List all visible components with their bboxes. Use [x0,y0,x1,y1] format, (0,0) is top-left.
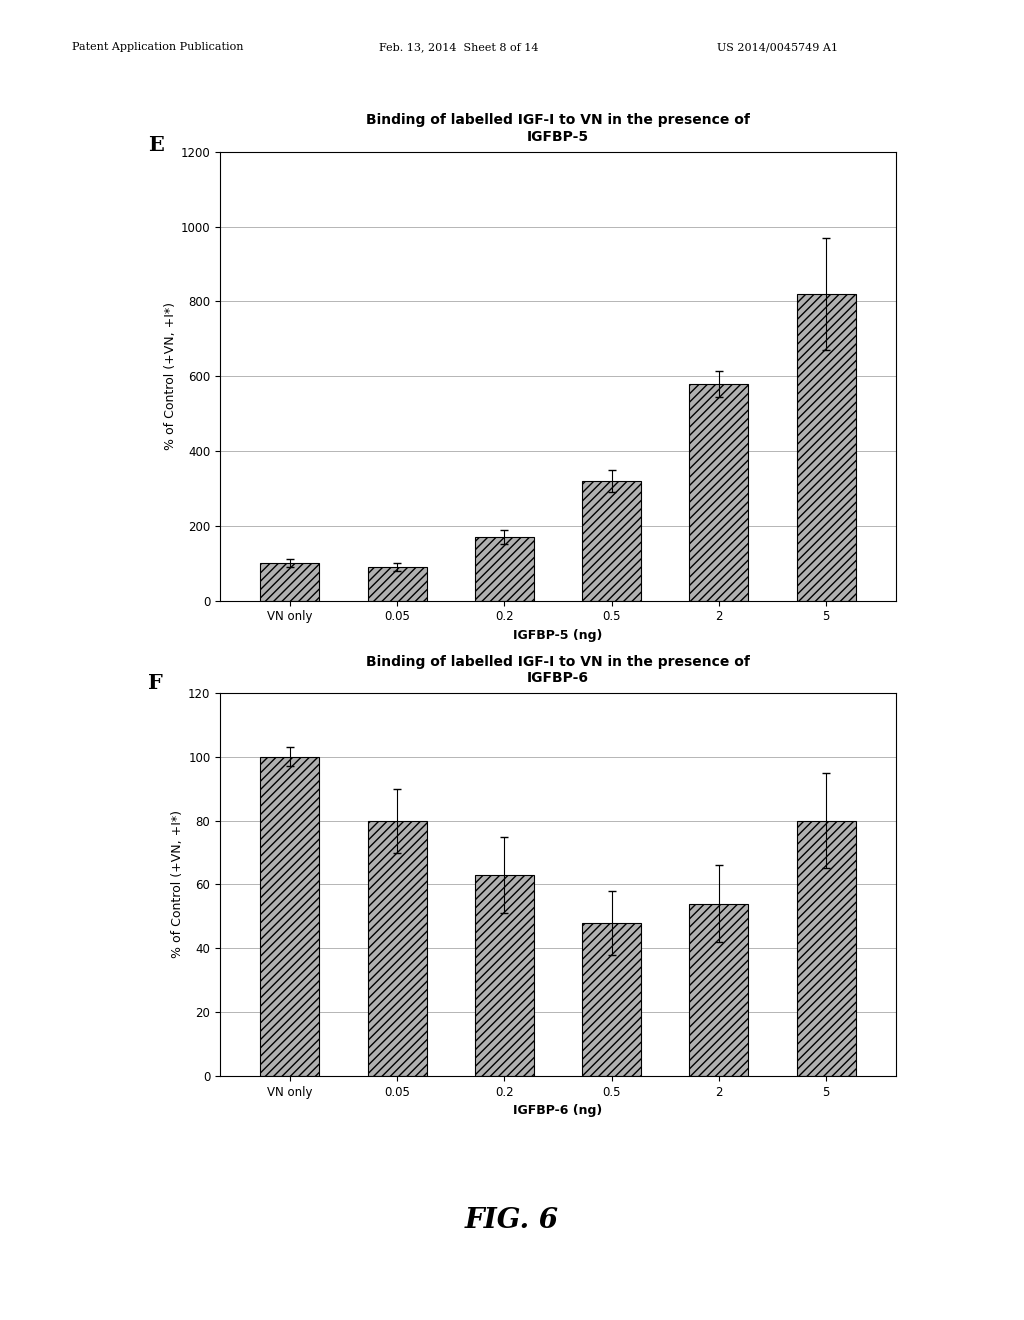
X-axis label: IGFBP-5 (ng): IGFBP-5 (ng) [513,628,603,642]
Bar [689,903,749,1076]
Bar [583,923,641,1076]
Bar [689,384,749,601]
Text: US 2014/0045749 A1: US 2014/0045749 A1 [717,42,838,53]
Text: FIG. 6: FIG. 6 [465,1208,559,1234]
Bar [260,564,319,601]
Bar [260,756,319,1076]
Text: Feb. 13, 2014  Sheet 8 of 14: Feb. 13, 2014 Sheet 8 of 14 [379,42,539,53]
Y-axis label: % of Control (+VN, +I*): % of Control (+VN, +I*) [171,810,184,958]
Bar [583,480,641,601]
Text: F: F [148,673,163,693]
X-axis label: IGFBP-6 (ng): IGFBP-6 (ng) [513,1104,603,1117]
Title: Binding of labelled IGF-I to VN in the presence of
IGFBP-5: Binding of labelled IGF-I to VN in the p… [367,114,750,144]
Bar [475,875,534,1076]
Bar [475,537,534,601]
Text: Patent Application Publication: Patent Application Publication [72,42,243,53]
Bar [797,294,856,601]
Bar [797,821,856,1076]
Bar [368,821,427,1076]
Y-axis label: % of Control (+VN, +I*): % of Control (+VN, +I*) [164,302,176,450]
Bar [368,568,427,601]
Title: Binding of labelled IGF-I to VN in the presence of
IGFBP-6: Binding of labelled IGF-I to VN in the p… [367,655,750,685]
Text: E: E [148,135,165,154]
